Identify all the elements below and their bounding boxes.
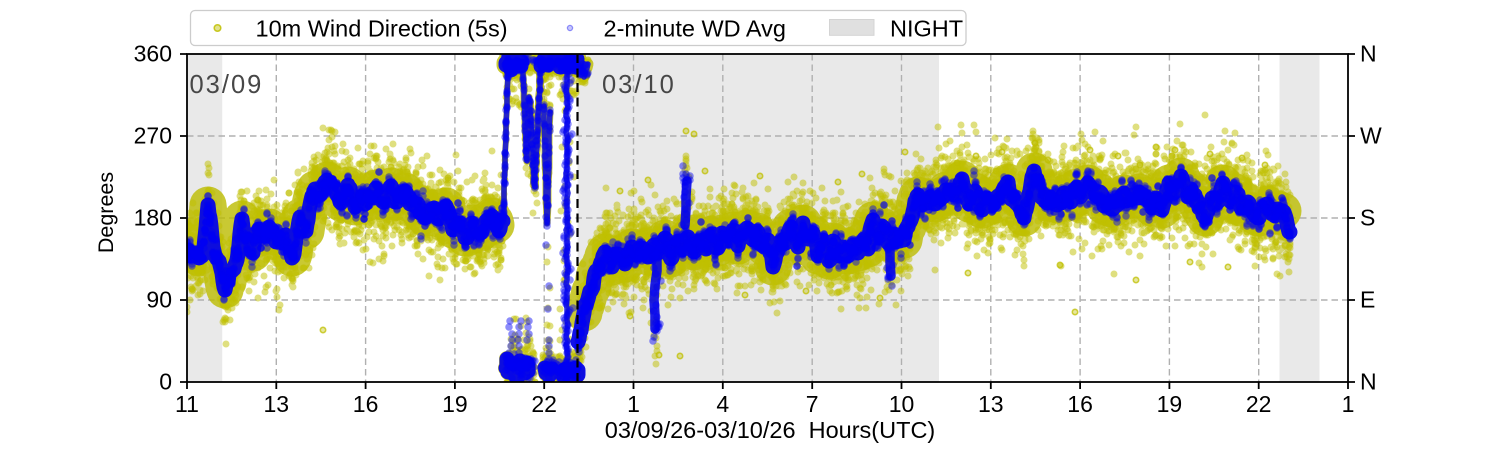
svg-text:4: 4 <box>716 391 729 417</box>
svg-text:7: 7 <box>806 391 819 417</box>
svg-text:22: 22 <box>531 391 557 417</box>
svg-text:2-minute WD Avg: 2-minute WD Avg <box>604 16 786 42</box>
svg-text:270: 270 <box>134 123 172 149</box>
svg-text:1: 1 <box>627 391 640 417</box>
svg-text:E: E <box>1360 287 1375 313</box>
svg-text:N: N <box>1360 41 1377 67</box>
svg-text:22: 22 <box>1246 391 1272 417</box>
svg-text:11: 11 <box>175 391 199 417</box>
svg-text:03/09: 03/09 <box>190 71 264 99</box>
svg-text:10: 10 <box>889 391 915 417</box>
svg-text:19: 19 <box>442 391 468 417</box>
svg-text:S: S <box>1360 205 1375 231</box>
svg-text:90: 90 <box>146 287 172 313</box>
svg-text:Degrees: Degrees <box>94 172 118 253</box>
svg-text:1: 1 <box>1342 391 1355 417</box>
svg-text:13: 13 <box>264 391 290 417</box>
svg-text:16: 16 <box>353 391 379 417</box>
svg-text:180: 180 <box>134 205 172 231</box>
svg-text:360: 360 <box>134 41 172 67</box>
svg-text:03/09/26-03/10/26 Hours(UTC): 03/09/26-03/10/26 Hours(UTC) <box>605 417 935 443</box>
svg-text:16: 16 <box>1067 391 1093 417</box>
svg-text:N: N <box>1360 369 1377 395</box>
svg-text:13: 13 <box>978 391 1004 417</box>
svg-text:W: W <box>1360 123 1382 149</box>
svg-text:19: 19 <box>1157 391 1183 417</box>
svg-text:03/10: 03/10 <box>602 71 676 99</box>
svg-text:NIGHT: NIGHT <box>890 16 963 42</box>
svg-text:0: 0 <box>159 369 172 395</box>
svg-text:10m Wind Direction (5s): 10m Wind Direction (5s) <box>256 16 508 42</box>
